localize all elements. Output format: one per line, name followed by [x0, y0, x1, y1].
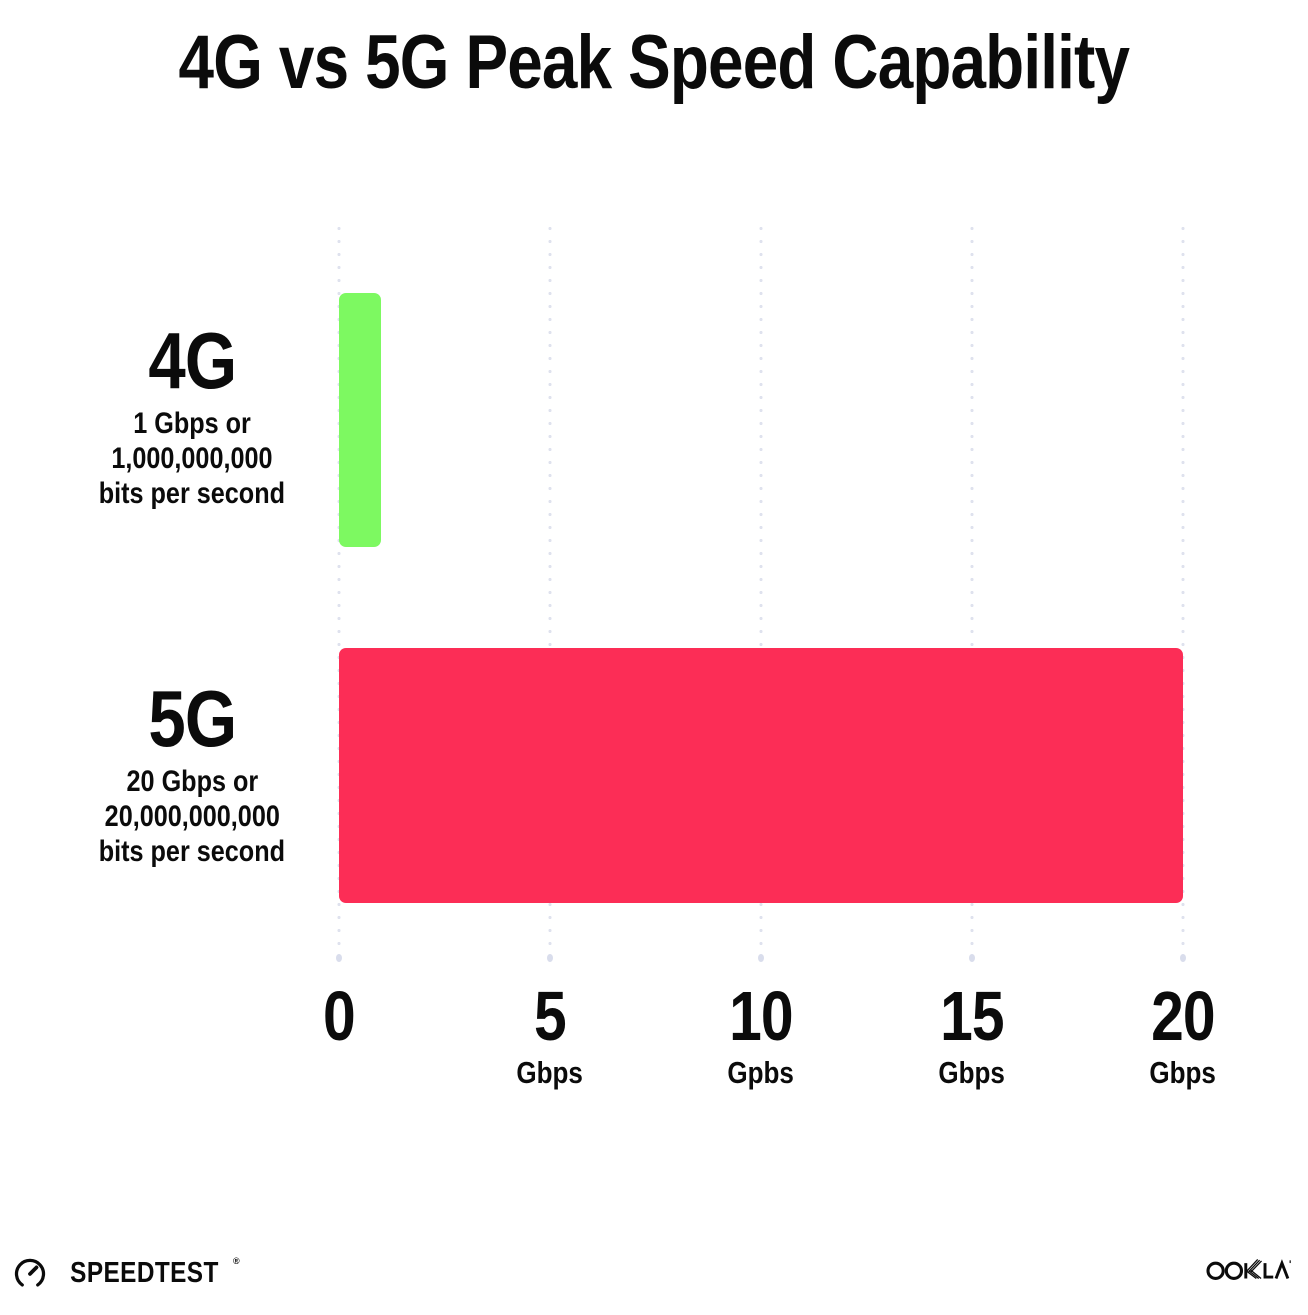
- row-label-5g: 5G 20 Gbps or 20,000,000,000 bits per se…: [32, 678, 352, 869]
- row-title-5g: 5G: [148, 674, 237, 763]
- gridline-5: [547, 226, 553, 962]
- speedtest-gauge-icon: [14, 1258, 46, 1287]
- bar-5g: [339, 648, 1183, 903]
- gridline-0: [336, 226, 342, 962]
- gridline-20: [1180, 226, 1186, 962]
- x-tick-10-unit: Gpbs: [727, 1055, 795, 1090]
- row-desc-5g: 20 Gbps or 20,000,000,000 bits per secon…: [32, 764, 352, 869]
- x-tick-0: 0: [233, 977, 445, 1090]
- row-desc-5g-line2: 20,000,000,000: [104, 800, 280, 833]
- x-tick-10-number: 10: [729, 977, 794, 1055]
- x-tick-20-unit: Gbps: [1149, 1055, 1217, 1090]
- gridline-15: [969, 226, 975, 962]
- row-label-4g: 4G 1 Gbps or 1,000,000,000 bits per seco…: [32, 320, 352, 511]
- chart-title: 4G vs 5G Peak Speed Capability: [0, 20, 1308, 106]
- row-desc-4g-line2: 1,000,000,000: [111, 442, 273, 475]
- plot-area: [336, 226, 1186, 962]
- ookla-wordmark-icon: [1206, 1259, 1291, 1280]
- bar-4g: [339, 293, 382, 547]
- ookla-logo: [1206, 1254, 1292, 1289]
- row-desc-4g-line3: bits per second: [98, 477, 286, 510]
- x-tick-20: 20 Gbps: [1077, 977, 1289, 1090]
- gridline-10: [758, 226, 764, 962]
- speedtest-logo: SPEEDTEST ®: [12, 1255, 240, 1291]
- x-tick-20-number: 20: [1151, 977, 1216, 1055]
- row-desc-5g-line1: 20 Gbps or: [126, 765, 258, 798]
- footer: SPEEDTEST ®: [0, 1253, 1308, 1315]
- x-tick-15-number: 15: [940, 977, 1005, 1055]
- speedtest-wordmark: SPEEDTEST ®: [70, 1256, 240, 1289]
- x-tick-5-number: 5: [534, 977, 567, 1055]
- x-tick-15-unit: Gbps: [938, 1055, 1006, 1090]
- x-tick-5-unit: Gbps: [516, 1055, 584, 1090]
- row-desc-4g: 1 Gbps or 1,000,000,000 bits per second: [32, 406, 352, 511]
- row-desc-4g-line1: 1 Gbps or: [133, 407, 251, 440]
- x-tick-5: 5 Gbps: [444, 977, 656, 1090]
- x-tick-10: 10 Gpbs: [655, 977, 867, 1090]
- x-tick-15: 15 Gbps: [866, 977, 1078, 1090]
- row-title-4g: 4G: [148, 316, 237, 405]
- chart-title-text: 4G vs 5G Peak Speed Capability: [178, 20, 1130, 105]
- row-desc-5g-line3: bits per second: [98, 835, 286, 868]
- x-tick-0-number: 0: [323, 977, 356, 1055]
- x-axis: 0 5 Gbps 10 Gpbs 15 Gbps 20 Gbps: [323, 977, 1216, 1102]
- speedtest-trademark-mark: ®: [232, 1256, 240, 1266]
